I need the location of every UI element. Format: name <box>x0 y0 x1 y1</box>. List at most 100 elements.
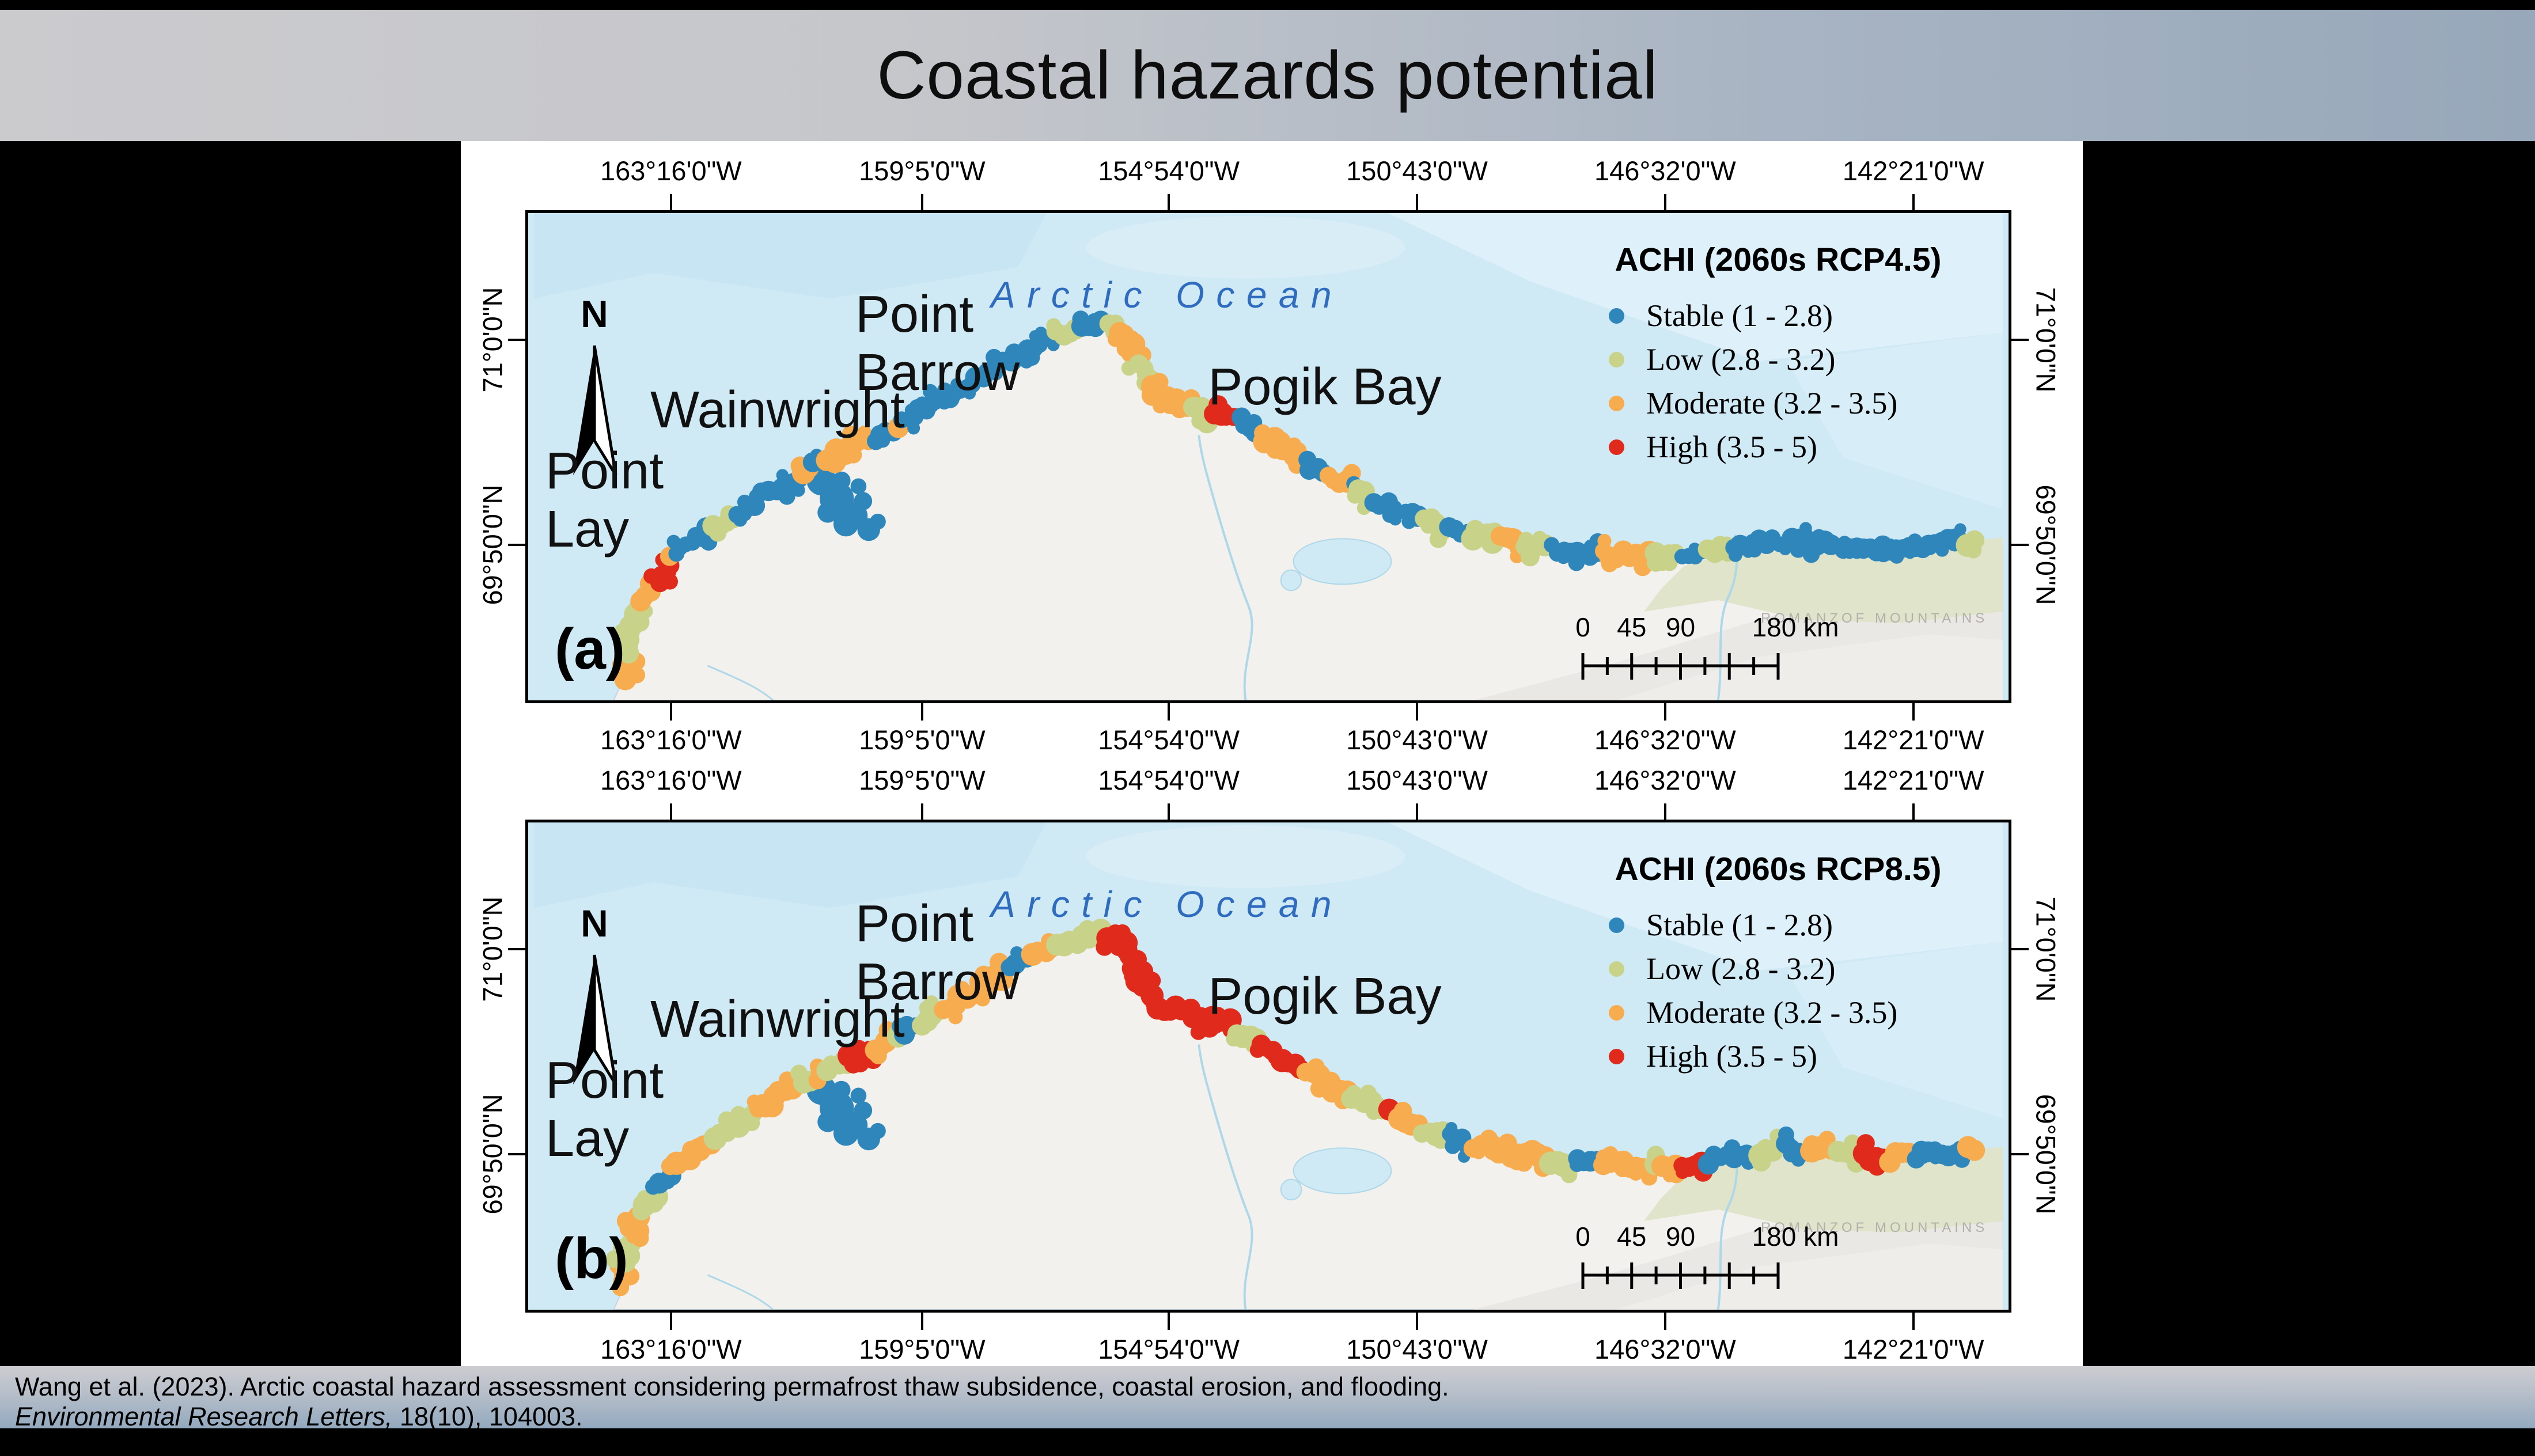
place-label-point-barrow-line1: Point <box>855 895 974 953</box>
hazard-dot-low <box>1965 542 1982 559</box>
scale-bar: 0 45 90 180 km <box>1575 612 1839 680</box>
lagoon-blob <box>854 1101 873 1120</box>
lat-tick-left <box>508 544 525 547</box>
scale-bar-label: 0 <box>1575 1222 1590 1252</box>
scale-bar: 0 45 90 180 km <box>1575 1222 1839 1289</box>
citation-bar: Wang et al. (2023). Arctic coastal hazar… <box>0 1366 2535 1431</box>
legend-title-a: ACHI (2060s RCP4.5) <box>1615 241 1942 278</box>
svg-text:N: N <box>581 293 608 335</box>
lat-label-left: 69°50'0"N <box>477 484 508 605</box>
title-band: Coastal hazards potential <box>0 10 2535 141</box>
legend-item-moderate: Moderate (3.2 - 3.5) <box>1588 381 1968 425</box>
lon-tick-top <box>669 194 672 210</box>
legend-dot-moderate-icon <box>1609 1004 1624 1021</box>
legend-dot-high-icon <box>1609 439 1624 455</box>
place-label-pogik-bay: Pogik Bay <box>1208 358 1442 416</box>
map-b-frame: ROMANZOF MOUNTAINS N Point Lay Wainwright Poi… <box>525 820 2011 1313</box>
hazard-dot-stable <box>1778 1126 1794 1143</box>
scale-bar-label: 45 <box>1617 612 1646 642</box>
lon-tick-top <box>669 803 672 820</box>
lat-tick-right <box>2011 948 2029 951</box>
lagoon-blob <box>833 511 859 537</box>
map-b-basemap <box>534 822 2003 1310</box>
legend-dot-low-icon <box>1609 351 1624 367</box>
hazard-dot-stable <box>1389 513 1402 526</box>
place-label-point-barrow: Point Barrow <box>855 286 1020 402</box>
lon-label-bottom: 154°54'0"W <box>1098 1334 1240 1364</box>
scale-bar-label: 90 <box>1666 612 1695 642</box>
place-label-point-lay: Point Lay <box>545 442 664 559</box>
lon-tick-top <box>1664 194 1666 210</box>
panel-label-b: (b) <box>555 1226 628 1291</box>
lon-tick-bottom <box>1664 1313 1666 1330</box>
hazard-dot-stable <box>778 488 795 505</box>
lat-tick-left <box>508 1153 525 1156</box>
page-title: Coastal hazards potential <box>877 37 1658 113</box>
hazard-dot-stable <box>1954 523 1966 536</box>
place-label-point-barrow: Point Barrow <box>855 895 1020 1011</box>
lon-label-bottom: 150°43'0"W <box>1346 725 1488 755</box>
lon-tick-top <box>1168 803 1170 820</box>
legend-item-label: Stable (1 - 2.8) <box>1646 908 1833 942</box>
legend-item-label: Low (2.8 - 3.2) <box>1646 951 1836 986</box>
legend-item-label: High (3.5 - 5) <box>1646 430 1817 464</box>
map-a-frame: ROMANZOF MOUNTAINS N Point Lay Wainwright Poi… <box>525 210 2011 703</box>
svg-text:N: N <box>581 902 608 945</box>
lat-label-right: 69°50'0"N <box>2030 484 2062 605</box>
hazard-dot-stable <box>666 534 681 549</box>
map-a-basemap <box>534 213 2003 700</box>
scale-bar-label: 180 km <box>1752 1222 1839 1252</box>
lon-label-top: 146°32'0"W <box>1594 156 1736 186</box>
lon-tick-bottom <box>669 1313 672 1330</box>
scale-bar-label: 45 <box>1617 1222 1646 1252</box>
lon-label-top: 154°54'0"W <box>1098 156 1240 186</box>
place-label-point-barrow-line2: Barrow <box>855 953 1020 1011</box>
lon-label-bottom: 159°5'0"W <box>859 1334 986 1364</box>
mountains-basemap-label: ROMANZOF MOUNTAINS <box>1761 611 1988 626</box>
hazard-dot-stable <box>922 384 938 399</box>
lat-tick-left <box>508 339 525 342</box>
lon-label-top: 154°54'0"W <box>1098 765 1240 795</box>
lon-tick-bottom <box>1168 1313 1170 1330</box>
legend-item-stable: Stable (1 - 2.8) <box>1588 294 1968 338</box>
lat-label-left: 71°0'0"N <box>477 896 508 1002</box>
lon-label-bottom: 146°32'0"W <box>1594 725 1736 755</box>
place-label-pogik-bay: Pogik Bay <box>1208 968 1442 1025</box>
legend-item-stable: Stable (1 - 2.8) <box>1588 903 1968 947</box>
legend-item-label: Moderate (3.2 - 3.5) <box>1646 995 1898 1030</box>
legend-item-moderate: Moderate (3.2 - 3.5) <box>1588 991 1968 1034</box>
place-label-point-lay-line1: Point <box>545 1052 664 1109</box>
lon-label-top: 159°5'0"W <box>859 765 986 795</box>
legend-title-b: ACHI (2060s RCP8.5) <box>1615 851 1942 888</box>
lon-tick-bottom <box>1168 703 1170 721</box>
lagoon-blob <box>870 1123 886 1139</box>
lon-tick-top <box>920 194 923 210</box>
lon-tick-top <box>1912 803 1915 820</box>
lat-tick-right <box>2011 339 2029 342</box>
lon-tick-top <box>920 803 923 820</box>
lon-tick-top <box>1416 803 1418 820</box>
hazard-dot-stable <box>1799 522 1812 535</box>
lagoon-blob <box>833 1120 859 1146</box>
hazard-dot-moderate <box>1964 1139 1985 1161</box>
citation-volume: 18(10), 104003. <box>392 1402 583 1431</box>
lat-label-right: 69°50'0"N <box>2030 1094 2062 1215</box>
hazard-dot-stable <box>776 469 789 481</box>
legend-dot-low-icon <box>1609 961 1624 977</box>
legend-item-low: Low (2.8 - 3.2) <box>1588 338 1968 381</box>
lon-label-top: 146°32'0"W <box>1594 765 1736 795</box>
lon-tick-top <box>1168 194 1170 210</box>
place-label-point-lay-line1: Point <box>545 442 664 500</box>
legend-item-label: Moderate (3.2 - 3.5) <box>1646 386 1898 420</box>
lon-tick-bottom <box>1416 1313 1418 1330</box>
north-arrow-icon: N <box>573 902 617 1086</box>
hazard-dot-high <box>1096 938 1113 956</box>
legend-dot-high-icon <box>1609 1048 1624 1064</box>
lagoon-blob <box>832 1080 851 1099</box>
lon-tick-bottom <box>669 703 672 721</box>
scale-bar-label: 90 <box>1666 1222 1695 1252</box>
lagoon-blob <box>854 492 873 510</box>
lon-label-top: 150°43'0"W <box>1346 156 1488 186</box>
legend-item-label: High (3.5 - 5) <box>1646 1039 1817 1074</box>
